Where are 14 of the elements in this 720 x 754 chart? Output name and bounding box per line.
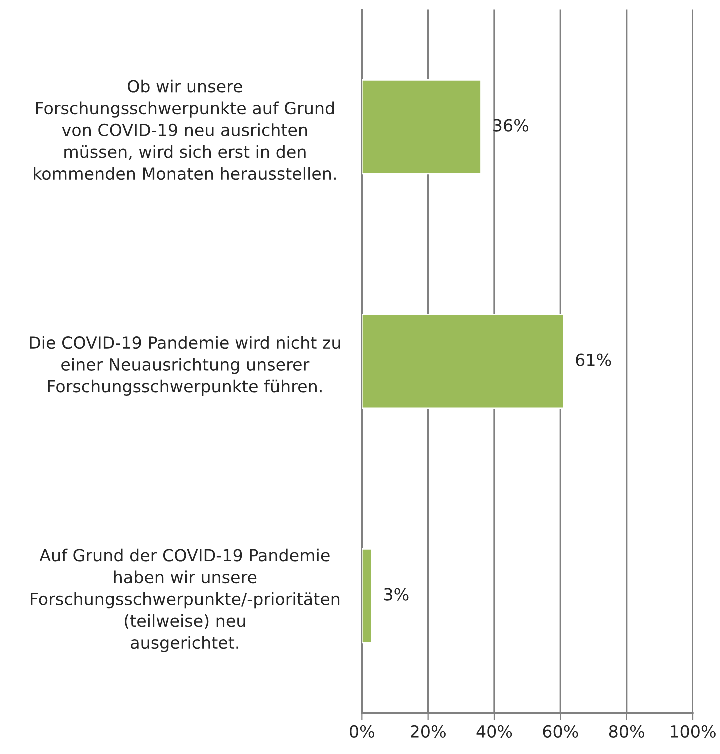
- data-label: 61%: [576, 354, 612, 366]
- x-tick-label: 40%: [476, 725, 512, 738]
- bar: [362, 79, 482, 175]
- y-tick-label: Ob wir unsere Forschungsschwerpunkte auf Grund von COVID-19 neu ausrichten müssen, wird sich erst in den kommenden Monaten herausstellen.: [34, 80, 336, 180]
- x-tick-label: 20%: [411, 725, 446, 738]
- data-label: 3%: [384, 588, 409, 601]
- x-tick-label: 60%: [543, 725, 578, 738]
- x-tick-label: 0%: [350, 725, 374, 738]
- bar: [362, 314, 565, 410]
- x-tick-label: 80%: [609, 725, 644, 738]
- bar: [362, 548, 373, 644]
- x-tick-label: 100%: [671, 725, 716, 738]
- y-tick-label: Auf Grund der COVID-19 Pandemie haben wir unsere Forschungsschwerpunkte/-prioritäten (teilweise) neu ausgerichtet.: [31, 548, 340, 652]
- y-tick-label: Die COVID-19 Pandemie wird nicht zu einer Neuausrichtung unserer Forschungsschwerpunkte führen.: [30, 336, 340, 396]
